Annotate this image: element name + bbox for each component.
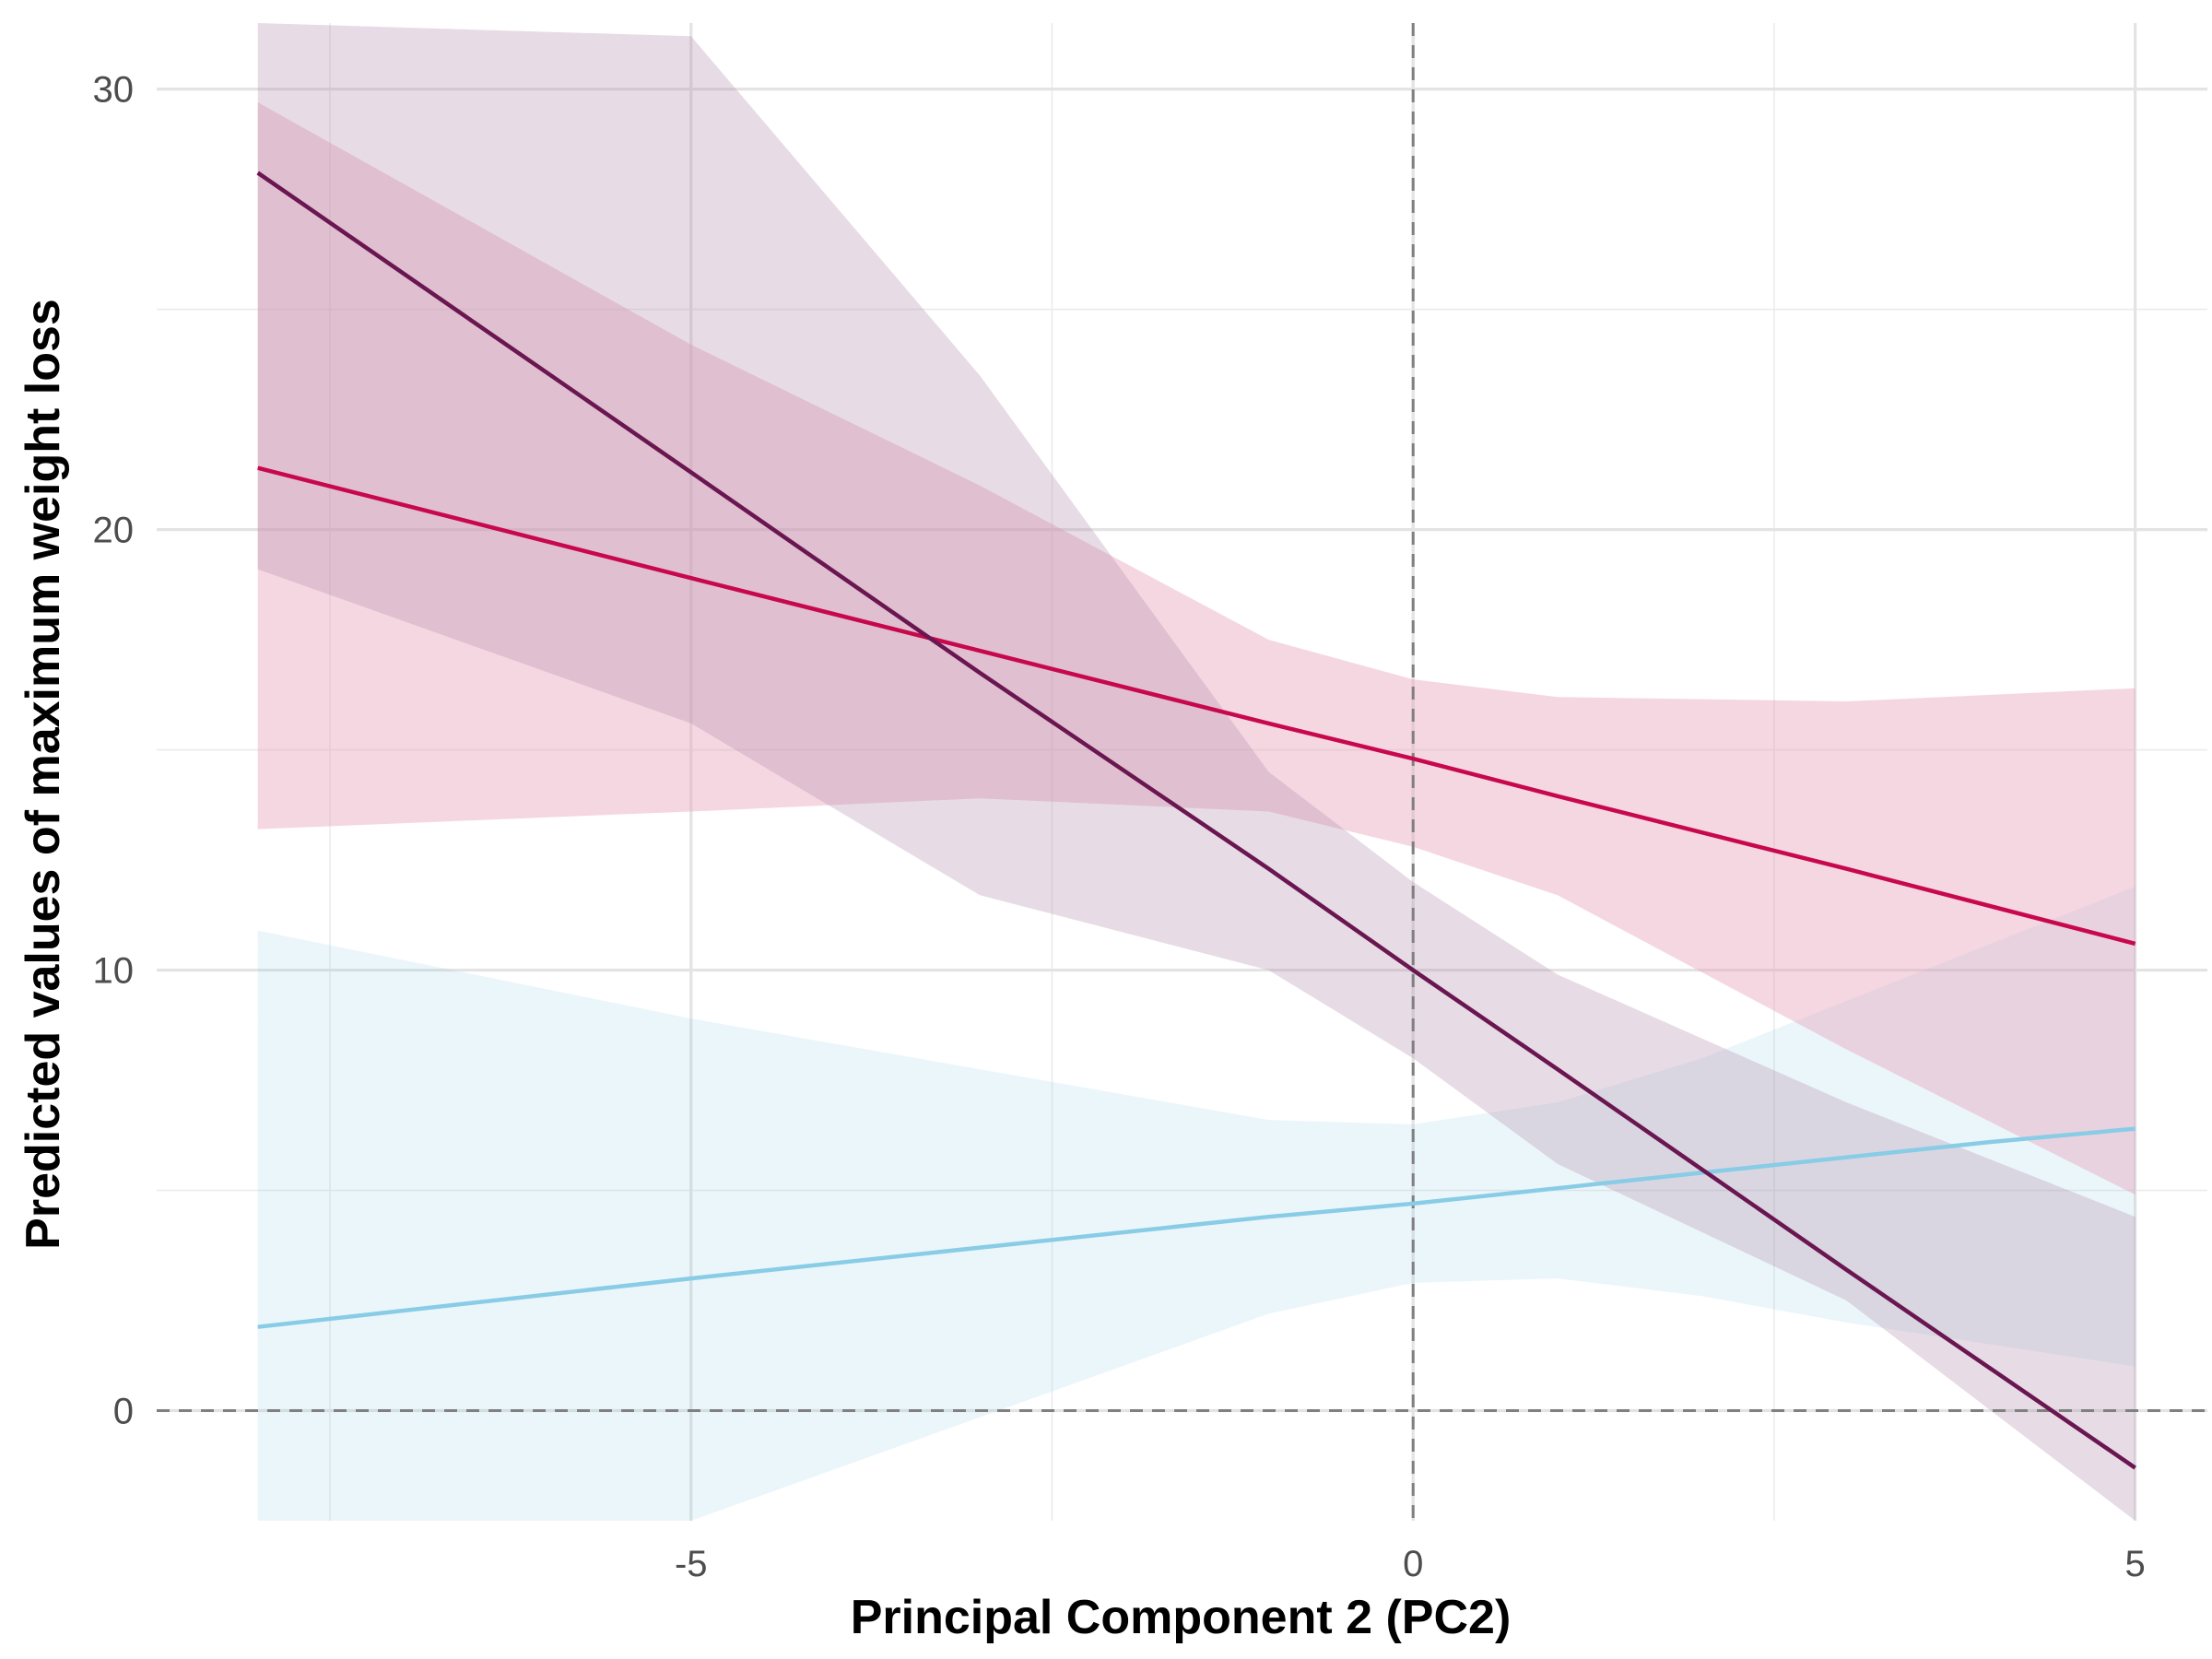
y-tick-label: 10	[93, 951, 135, 992]
series-lines	[256, 171, 2136, 1470]
x-tick-label: -5	[675, 1544, 708, 1584]
confidence-band-2	[257, 102, 2136, 1195]
x-axis-title: Principal Component 2 (PC2)	[851, 1591, 1512, 1644]
series-line-2	[257, 465, 2136, 947]
series-line-1	[257, 1126, 2136, 1329]
series-line-3	[256, 171, 2136, 1470]
y-axis-title: Predicted values of maximum weight loss	[17, 299, 70, 1250]
reference-lines	[157, 23, 2207, 1521]
x-tick-label: 5	[2125, 1544, 2146, 1584]
x-tick-label: 0	[1403, 1544, 1423, 1584]
confidence-band-1	[257, 886, 2136, 1521]
tick-labels: -5 0 5 0 10 20 30	[93, 70, 2146, 1584]
y-tick-label: 0	[113, 1392, 134, 1432]
y-tick-label: 30	[93, 70, 135, 111]
y-tick-label: 20	[93, 511, 135, 551]
